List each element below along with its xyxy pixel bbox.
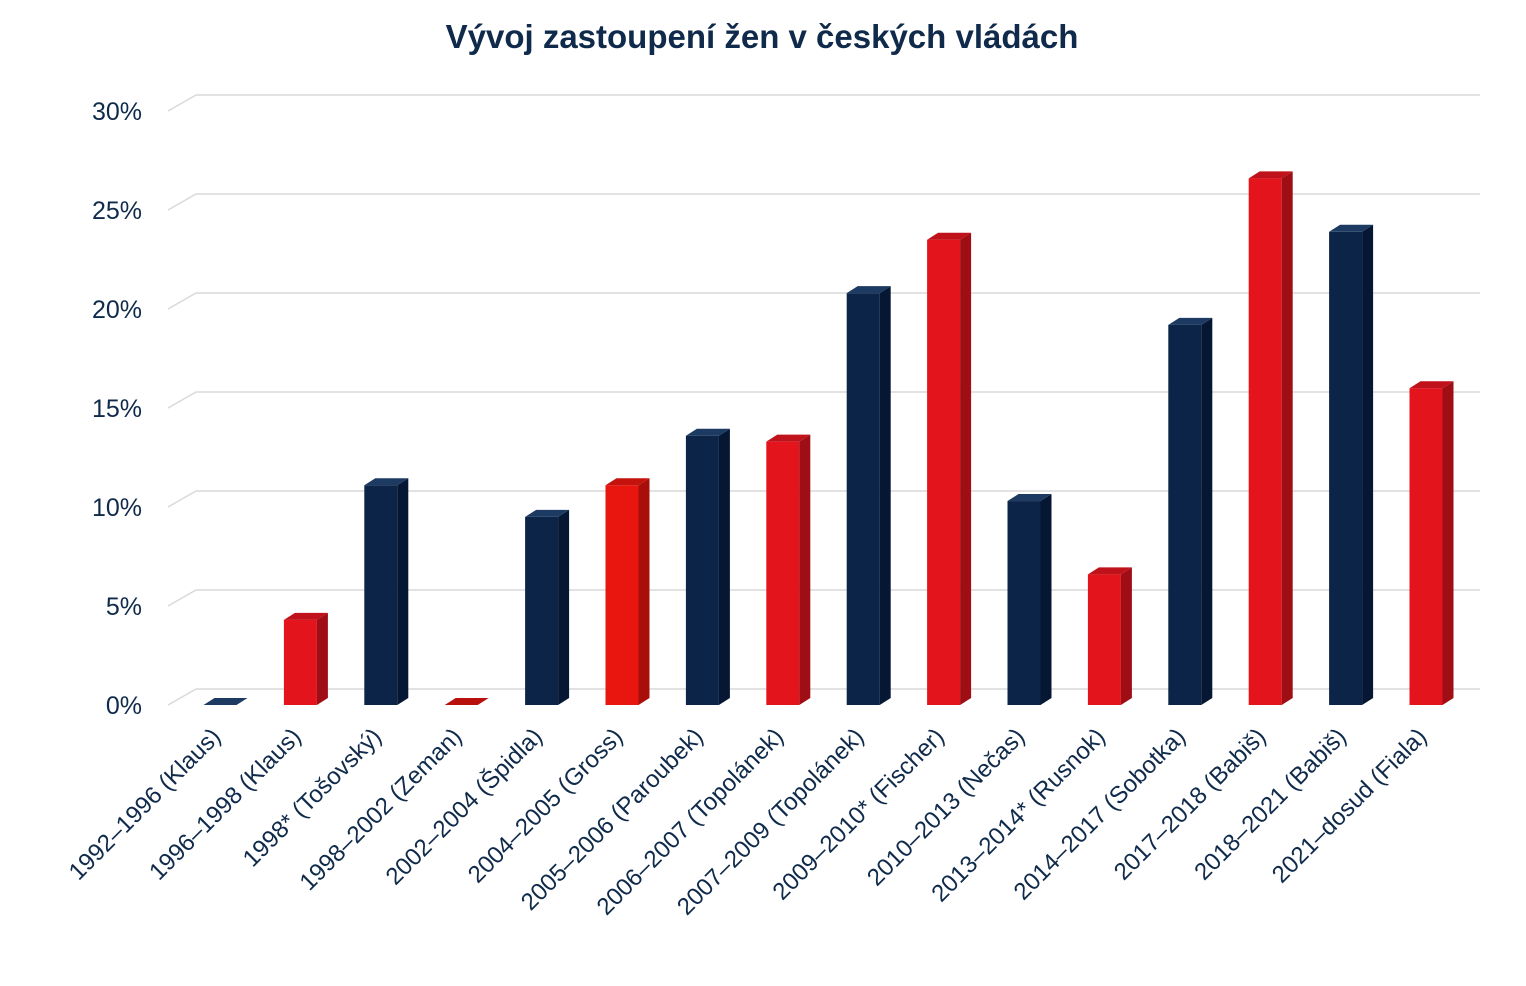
y-tick-label: 0% [106,692,142,720]
bar-side [960,232,972,705]
chart-title: Vývoj zastoupení žen v českých vládách [446,18,1079,55]
bar-side [1442,381,1454,705]
bar-top [605,478,650,486]
x-tick-label: 1998* (Tošovský) [238,723,387,872]
bar-top [1168,317,1213,325]
x-tick-label: 2018–2021 (Babiš) [1189,723,1352,886]
bar [685,428,730,705]
bar-top [766,434,811,442]
bar-front [1409,388,1443,705]
bar-side [558,509,570,705]
bar-side [1120,567,1132,705]
x-tick-label: 2021–dosud (Fiala) [1267,723,1432,888]
bar [1409,381,1454,705]
bar-top [364,478,409,486]
bars [203,171,1454,705]
gridline-depth [167,688,197,706]
bar-front [766,441,800,705]
bar [203,698,248,705]
bar-front [1168,324,1202,705]
bar-front [283,619,317,705]
x-tick-label: 2010–2013 (Nečas) [862,723,1030,891]
y-tick-label: 15% [92,395,142,423]
gridline-depth [167,94,197,112]
x-tick-label: 1996–1998 (Klaus) [144,723,307,886]
y-tick-label: 25% [92,197,142,225]
bar-side [1040,494,1052,705]
bar-top [685,428,730,436]
bar [1248,171,1293,705]
gridline-depth [167,589,197,607]
y-tick-label: 20% [92,296,142,324]
bar [766,434,811,705]
bar-side [879,286,891,705]
bar-front [685,435,719,705]
bar-top [927,232,972,240]
bar-side [397,478,409,705]
bar [927,232,972,705]
bar-front [1329,231,1363,705]
bar [1329,224,1374,705]
bar-top [1087,567,1132,575]
bar-top [1007,494,1052,502]
y-tick-label: 5% [106,593,142,621]
bar [605,478,650,705]
bar-side [1281,171,1293,705]
bar-side [638,478,650,705]
bar [283,612,328,705]
bar-top [444,698,489,705]
bar [1168,317,1213,705]
bar-front [364,485,398,705]
x-tick-label: 1992–1996 (Klaus) [64,723,227,886]
bar-front [525,516,559,705]
bar-top [203,698,248,705]
bar [1007,494,1052,705]
bar-side [1362,224,1374,705]
bar-top [1329,224,1374,232]
bar-top [283,612,328,620]
bar-top [525,509,570,517]
bar-front [1007,501,1041,705]
x-axis-labels: 1992–1996 (Klaus)1996–1998 (Klaus)1998* … [64,722,1433,920]
bar-side [718,428,730,705]
bar-side [316,612,328,705]
bar-side [1201,317,1213,705]
y-axis-ticks: 0% 5% 10% 15% 20% 25% 30% [92,98,142,720]
gridline-depth [167,292,197,310]
bar [364,478,409,705]
x-tick-label: 2002–2004 (Špidla) [380,722,548,890]
bar [525,509,570,705]
bar-front [1248,178,1282,705]
y-tick-label: 30% [92,98,142,126]
gridline-depth [167,391,197,409]
gridline-depth [167,193,197,211]
bar [444,698,489,705]
bar-top [1248,171,1293,179]
bar-top [846,286,891,294]
bar-front [1087,574,1121,705]
bar-front [605,485,639,705]
y-tick-label: 10% [92,494,142,522]
bar [846,286,891,705]
bar-top [1409,381,1454,389]
bar-front [846,293,880,705]
bar [1087,567,1132,705]
bar-front [927,239,961,705]
x-tick-label: 2004–2005 (Gross) [463,723,628,888]
x-tick-label: 2017–2018 (Babiš) [1109,723,1272,886]
bar-side [799,434,811,705]
gridline-depth [167,490,197,508]
